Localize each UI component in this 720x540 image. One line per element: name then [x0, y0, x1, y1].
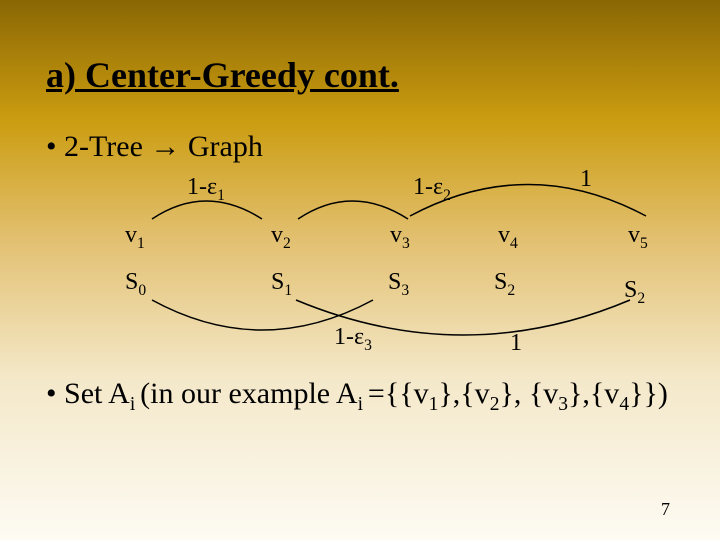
vertex-v1: v1 [125, 222, 145, 253]
arc-svg [0, 0, 720, 540]
arc-1 [298, 201, 408, 219]
bullet-set-ai: • Set Ai (in our example Ai ={{v1},{v2},… [46, 376, 668, 416]
vertex-v3: v3 [390, 222, 410, 253]
page-number: 7 [661, 499, 670, 520]
state-s3: S3 [388, 269, 409, 300]
vertex-v5: v5 [628, 222, 648, 253]
edge-label-e1: 1-ε1 [187, 174, 225, 205]
edge-label-botright: 1 [510, 330, 522, 357]
edge-label-topright: 1 [580, 166, 592, 193]
state-s2a: S2 [494, 269, 515, 300]
edge-label-e3: 1-ε3 [334, 324, 372, 355]
vertex-v4: v4 [498, 222, 518, 253]
state-s1: S1 [271, 269, 292, 300]
vertex-v2: v2 [271, 222, 291, 253]
diagram-region: 1-ε1 1-ε2 1 1-ε3 1 v1 v2 v3 v4 v5 S0 S1 … [0, 0, 720, 540]
edge-label-e2: 1-ε2 [413, 174, 451, 205]
state-s2b: S2 [624, 277, 645, 308]
state-s0: S0 [125, 269, 146, 300]
